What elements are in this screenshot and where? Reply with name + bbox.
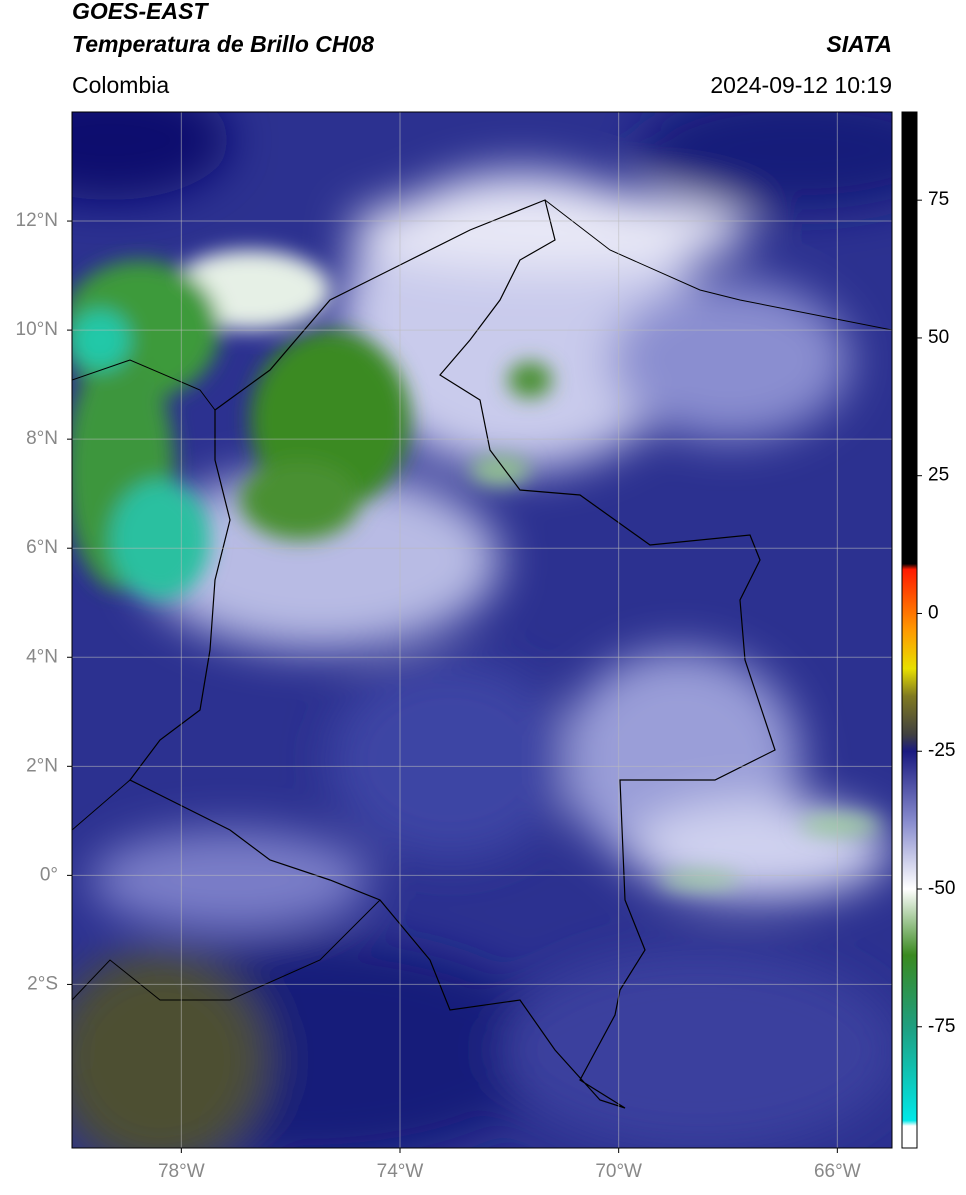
y-tick-label: 0° bbox=[40, 864, 58, 885]
datetime: 2024-09-12 10:19 bbox=[710, 72, 892, 98]
y-tick-label: 2°N bbox=[26, 755, 58, 776]
x-tick-label: 78°W bbox=[158, 1161, 205, 1182]
x-tick-label: 74°W bbox=[377, 1161, 424, 1182]
cloud-field bbox=[72, 112, 892, 1148]
colorbar-tick-label: -50 bbox=[928, 878, 955, 899]
y-tick-label: 6°N bbox=[26, 537, 58, 558]
y-tick-label: 10°N bbox=[16, 319, 58, 340]
colorbar-tick-label: -25 bbox=[928, 740, 955, 761]
country-border bbox=[129, 199, 776, 1109]
neighbor-borders bbox=[72, 199, 892, 1001]
region: Colombia bbox=[72, 72, 169, 98]
y-tick-label: 8°N bbox=[26, 428, 58, 449]
title: GOES-EAST bbox=[72, 0, 209, 24]
source: SIATA bbox=[826, 31, 892, 57]
y-tick-label: 12°N bbox=[16, 210, 58, 231]
colorbar-tick-label: 25 bbox=[928, 465, 949, 486]
colorbar-tick-label: 0 bbox=[928, 602, 939, 623]
colorbar bbox=[901, 111, 918, 1149]
x-tick-label: 66°W bbox=[814, 1161, 861, 1182]
satellite-image bbox=[72, 112, 892, 1148]
grid bbox=[72, 112, 892, 1148]
colorbar-tick-label: -75 bbox=[928, 1016, 955, 1037]
x-tick-label: 70°W bbox=[595, 1161, 642, 1182]
map-frame bbox=[71, 111, 893, 1149]
y-tick-label: 4°N bbox=[26, 646, 58, 667]
y-tick-label: 2°S bbox=[27, 973, 58, 994]
subtitle: Temperatura de Brillo CH08 bbox=[72, 31, 374, 57]
colorbar-tick-label: 75 bbox=[928, 189, 949, 210]
colorbar-tick-label: 50 bbox=[928, 327, 949, 348]
